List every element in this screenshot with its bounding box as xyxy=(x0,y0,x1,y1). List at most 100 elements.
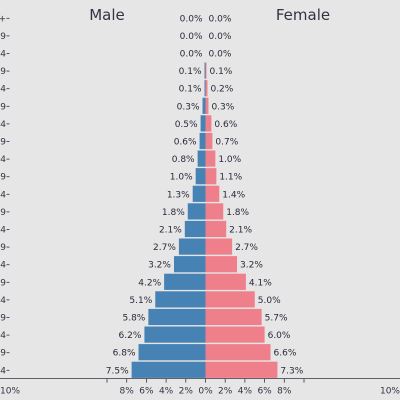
bar-label-male: 0.5% xyxy=(175,120,198,130)
age-label: 4 xyxy=(0,120,6,130)
bar-label-male: 0.6% xyxy=(174,138,197,148)
bar-label-male: 0.0% xyxy=(180,32,203,42)
bar-male xyxy=(148,308,206,326)
bar-label-female: 5.7% xyxy=(265,314,288,324)
bar-label-male: 1.0% xyxy=(170,173,193,183)
bar-label-female: 0.0% xyxy=(209,50,232,60)
bar-female xyxy=(205,238,233,255)
bar-label-female: 5.0% xyxy=(258,296,281,306)
bar-label-female: 1.0% xyxy=(218,155,241,165)
x-tick-label: 0% xyxy=(198,387,213,397)
age-label: 4 xyxy=(0,226,6,236)
bar-label-female: 2.7% xyxy=(235,243,258,253)
bar-female xyxy=(205,326,265,343)
bar-label-male: 3.2% xyxy=(148,261,171,271)
bar-label-male: 0.1% xyxy=(179,67,202,77)
bar-label-female: 3.2% xyxy=(240,261,263,271)
x-tick-label: 2% xyxy=(179,387,194,397)
age-label: 9 xyxy=(0,173,6,183)
bar-female xyxy=(205,203,224,220)
bar-male xyxy=(197,150,206,167)
bar-male xyxy=(164,273,206,290)
age-label: 4 xyxy=(0,50,6,60)
bar-male xyxy=(184,220,206,238)
bar-label-female: 0.1% xyxy=(209,67,232,77)
x-tick-label: 8% xyxy=(277,387,292,397)
age-labels-layer: +9 4 9 4 9 4 9 4 9 4 9 4 9 4 9 4 9 4 9 4 xyxy=(0,14,10,376)
bar-male xyxy=(178,238,206,255)
bar-labels-layer: 0.0% 0.0% 0.0% 0.0% 0.0% 0.0% 0.1% 0.1% 0.1% 0.2%… xyxy=(106,14,304,376)
age-label: 9 xyxy=(0,314,6,324)
bar-label-female: 2.1% xyxy=(229,226,252,236)
bar-female xyxy=(205,62,207,79)
bar-female xyxy=(205,185,220,202)
x-tick-label: 10% xyxy=(0,387,20,397)
bar-label-male: 2.1% xyxy=(159,226,182,236)
age-label: 9 xyxy=(0,67,6,77)
bar-label-female: 6.6% xyxy=(274,349,297,359)
bar-label-male: 4.2% xyxy=(138,278,161,288)
age-label: 4 xyxy=(0,366,6,376)
x-tick-label: 6% xyxy=(257,387,272,397)
bar-female xyxy=(205,80,208,97)
bar-label-female: 4.1% xyxy=(249,278,272,288)
bar-label-male: 0.1% xyxy=(179,85,202,95)
age-label: 9 xyxy=(0,278,6,288)
bar-label-female: 1.1% xyxy=(219,173,242,183)
age-label: 9 xyxy=(0,243,6,253)
bar-male xyxy=(144,326,206,343)
age-label: + xyxy=(0,14,6,24)
bar-female xyxy=(205,308,262,326)
x-tick-label: 4% xyxy=(238,387,253,397)
x-tick-label: 8% xyxy=(120,387,135,397)
x-tick-label: 4% xyxy=(159,387,174,397)
bar-label-female: 0.0% xyxy=(209,14,232,24)
bar-male xyxy=(195,168,206,185)
bar-label-male: 0.8% xyxy=(172,155,195,165)
bar-female xyxy=(205,150,216,167)
age-label: 4 xyxy=(0,190,6,200)
bar-male xyxy=(192,185,206,202)
age-label: 4 xyxy=(0,331,6,341)
x-tick-label: 6% xyxy=(139,387,154,397)
bar-male xyxy=(204,62,206,79)
bar-male xyxy=(187,203,206,220)
age-label: 9 xyxy=(0,349,6,359)
bar-label-female: 7.3% xyxy=(280,366,303,376)
bar-label-female: 0.0% xyxy=(209,32,232,42)
bar-label-female: 0.7% xyxy=(215,138,238,148)
x-tick-label: 10% xyxy=(380,387,400,397)
bar-female xyxy=(205,256,238,273)
bar-label-male: 6.2% xyxy=(119,331,142,341)
age-label: 9 xyxy=(0,102,6,112)
bar-male xyxy=(199,132,206,150)
age-label: 4 xyxy=(0,261,6,271)
bar-female xyxy=(205,361,278,378)
bar-male xyxy=(202,97,206,114)
bar-label-male: 0.0% xyxy=(180,50,203,60)
bar-male xyxy=(173,256,206,273)
bar-label-male: 6.8% xyxy=(113,349,136,359)
bar-label-male: 5.8% xyxy=(122,314,145,324)
bar-label-male: 7.5% xyxy=(106,366,129,376)
bar-male xyxy=(138,344,206,361)
age-label: 4 xyxy=(0,155,6,165)
bar-label-male: 0.3% xyxy=(177,102,200,112)
bar-female xyxy=(205,291,255,308)
female-title: Female xyxy=(276,6,330,24)
bar-label-female: 0.3% xyxy=(211,102,234,112)
bar-male xyxy=(155,291,206,308)
bar-label-male: 5.1% xyxy=(129,296,152,306)
bar-male xyxy=(131,361,206,378)
bar-female xyxy=(205,273,246,290)
bar-label-female: 0.2% xyxy=(210,85,233,95)
bar-label-female: 1.8% xyxy=(226,208,249,218)
bar-female xyxy=(205,344,271,361)
x-tick-label: 2% xyxy=(218,387,233,397)
bar-female xyxy=(205,97,209,114)
bar-male xyxy=(200,115,206,132)
bar-label-male: 1.3% xyxy=(167,190,190,200)
bar-male xyxy=(204,80,206,97)
bar-label-male: 2.7% xyxy=(153,243,176,253)
